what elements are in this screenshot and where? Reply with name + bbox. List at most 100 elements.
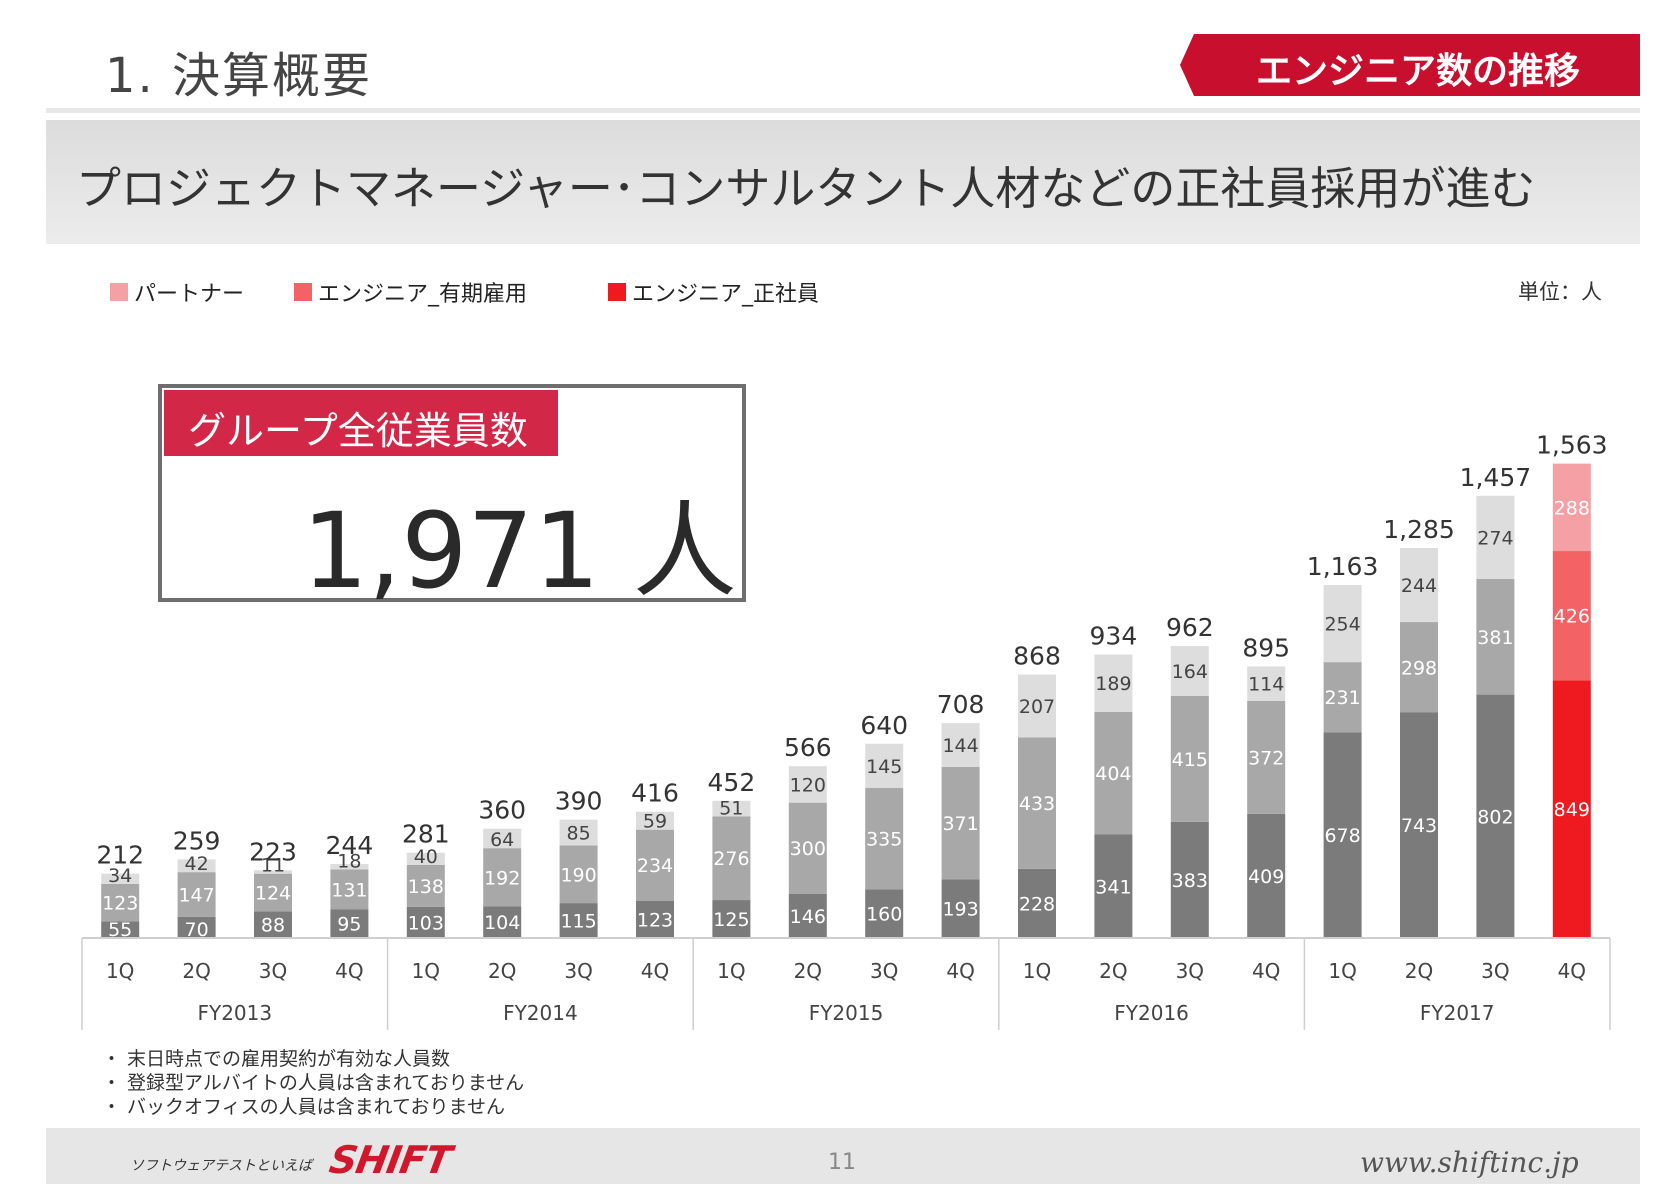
x-tick-label: 3Q <box>259 959 287 983</box>
data-label-partner: 207 <box>1019 696 1055 718</box>
bar-segment-fixedterm <box>712 816 751 901</box>
data-label-fixedterm: 190 <box>560 864 596 886</box>
data-label-fulltime: 409 <box>1248 866 1284 888</box>
legend-item-fixedterm: エンジニア_有期雇用 <box>294 276 527 308</box>
bar-segment-fixedterm <box>177 872 216 917</box>
footer-tagline: ソフトウェアテストといえば <box>130 1158 312 1174</box>
data-label-fixedterm: 415 <box>1172 749 1208 771</box>
bar-segment-fulltime <box>254 911 292 938</box>
data-label-partner: 288 <box>1554 497 1590 519</box>
total-label: 934 <box>1090 622 1138 651</box>
x-tick-label: 2Q <box>182 959 210 983</box>
total-label: 1,163 <box>1307 552 1379 581</box>
bar-segment-partner <box>1476 495 1515 579</box>
kpi-box: グループ全従業員数 1,971 人 <box>158 384 746 612</box>
x-tick-label: 3Q <box>564 959 592 983</box>
legend-item-fulltime: エンジニア_正社員 <box>608 276 819 308</box>
bar-segment-fixedterm <box>330 869 369 910</box>
bar-segment-fixedterm <box>941 766 980 880</box>
shift-logo: SHIFT <box>326 1138 455 1182</box>
bar-segment-fixedterm <box>865 787 904 890</box>
bar-segment-partner <box>406 852 445 865</box>
data-label-partner: 114 <box>1248 674 1284 696</box>
legend-label-fulltime: エンジニア_正社員 <box>632 282 820 307</box>
x-tick-label: 2Q <box>1405 959 1433 983</box>
bar-segment-partner <box>559 819 598 846</box>
bar-segment-partner <box>788 766 827 803</box>
data-label-partner: 64 <box>490 829 514 851</box>
x-tick-label: 1Q <box>412 959 440 983</box>
data-label-fixedterm: 404 <box>1095 763 1131 785</box>
footer-url[interactable]: www.shiftinc.jp <box>1360 1146 1579 1179</box>
bar-segment-fulltime <box>101 921 140 938</box>
bar-segment-fixedterm <box>1018 737 1056 869</box>
data-label-partner: 34 <box>108 865 132 887</box>
data-label-partner: 42 <box>185 853 209 875</box>
legend-item-partner: パートナー <box>110 276 244 308</box>
data-label-fixedterm: 335 <box>866 829 902 851</box>
data-label-partner: 274 <box>1477 527 1513 549</box>
total-label: 962 <box>1166 613 1214 642</box>
total-label: 244 <box>326 831 374 860</box>
bar-segment-partner <box>941 723 980 767</box>
bar-segment-partner <box>1247 666 1286 701</box>
legend-label-partner: パートナー <box>134 282 245 307</box>
bar-segment-partner <box>177 859 216 873</box>
data-label-partner: 244 <box>1401 575 1437 597</box>
x-tick-label: 1Q <box>1023 959 1051 983</box>
bar-segment-fulltime <box>1323 732 1362 938</box>
x-group-label: FY2016 <box>1114 1001 1189 1025</box>
bar-segment-partner <box>1170 646 1209 696</box>
bar-segment-fulltime <box>941 879 980 938</box>
note-item: ・ 末日時点での雇用契約が有効な人員数 <box>102 1048 451 1070</box>
data-label-fixedterm: 372 <box>1248 747 1284 769</box>
x-tick-label: 2Q <box>488 959 516 983</box>
data-label-partner: 145 <box>866 756 902 778</box>
total-label: 416 <box>631 779 679 808</box>
data-label-fixedterm: 298 <box>1401 657 1437 679</box>
bar-segment-fixedterm <box>1400 622 1438 713</box>
bar-segment-fixedterm <box>1094 711 1133 835</box>
data-label-partner: 11 <box>261 855 285 877</box>
section-tag: エンジニア数の推移 <box>1180 34 1640 96</box>
bar-segment-fulltime <box>865 889 904 938</box>
data-label-partner: 164 <box>1172 661 1208 683</box>
data-label-fulltime: 103 <box>408 912 444 934</box>
bar-segment-partner <box>1400 548 1438 623</box>
total-label: 640 <box>860 711 908 740</box>
data-label-fulltime: 125 <box>713 909 749 931</box>
bar-segment-fulltime <box>1476 694 1515 938</box>
total-label: 212 <box>96 841 144 870</box>
kpi-label: グループ全従業員数 <box>188 409 528 453</box>
data-label-fulltime: 146 <box>790 906 826 928</box>
bar-segment-partner <box>865 743 904 788</box>
data-label-fulltime: 123 <box>637 909 673 931</box>
title-divider <box>46 108 1640 113</box>
x-tick-label: 3Q <box>870 959 898 983</box>
data-label-fulltime: 678 <box>1324 825 1360 847</box>
data-label-fixedterm: 433 <box>1019 793 1055 815</box>
data-label-fixedterm: 138 <box>408 876 444 898</box>
bar-segment-fulltime <box>483 906 522 938</box>
total-label: 895 <box>1242 633 1290 662</box>
data-label-partner: 18 <box>337 850 361 872</box>
x-tick-label: 4Q <box>946 959 974 983</box>
x-tick-label: 2Q <box>1099 959 1127 983</box>
bar-segment-fixedterm <box>1476 578 1515 695</box>
data-label-fulltime: 95 <box>337 914 361 936</box>
note-item: ・ バックオフィスの人員は含まれておりません <box>102 1096 505 1118</box>
total-label: 1,457 <box>1460 463 1532 492</box>
total-label: 566 <box>784 733 832 762</box>
x-tick-label: 4Q <box>335 959 363 983</box>
page-number: 11 <box>828 1150 856 1175</box>
total-label: 360 <box>478 796 526 825</box>
bar-segment-partner <box>712 800 751 817</box>
data-label-partner: 189 <box>1095 673 1131 695</box>
bar-segment-fulltime <box>712 900 751 938</box>
bar-segment-fulltime <box>1094 834 1133 938</box>
total-label: 223 <box>249 837 297 866</box>
bar-segment-partner <box>636 811 674 830</box>
data-label-fixedterm: 381 <box>1477 627 1513 649</box>
data-label-partner: 144 <box>942 735 978 757</box>
